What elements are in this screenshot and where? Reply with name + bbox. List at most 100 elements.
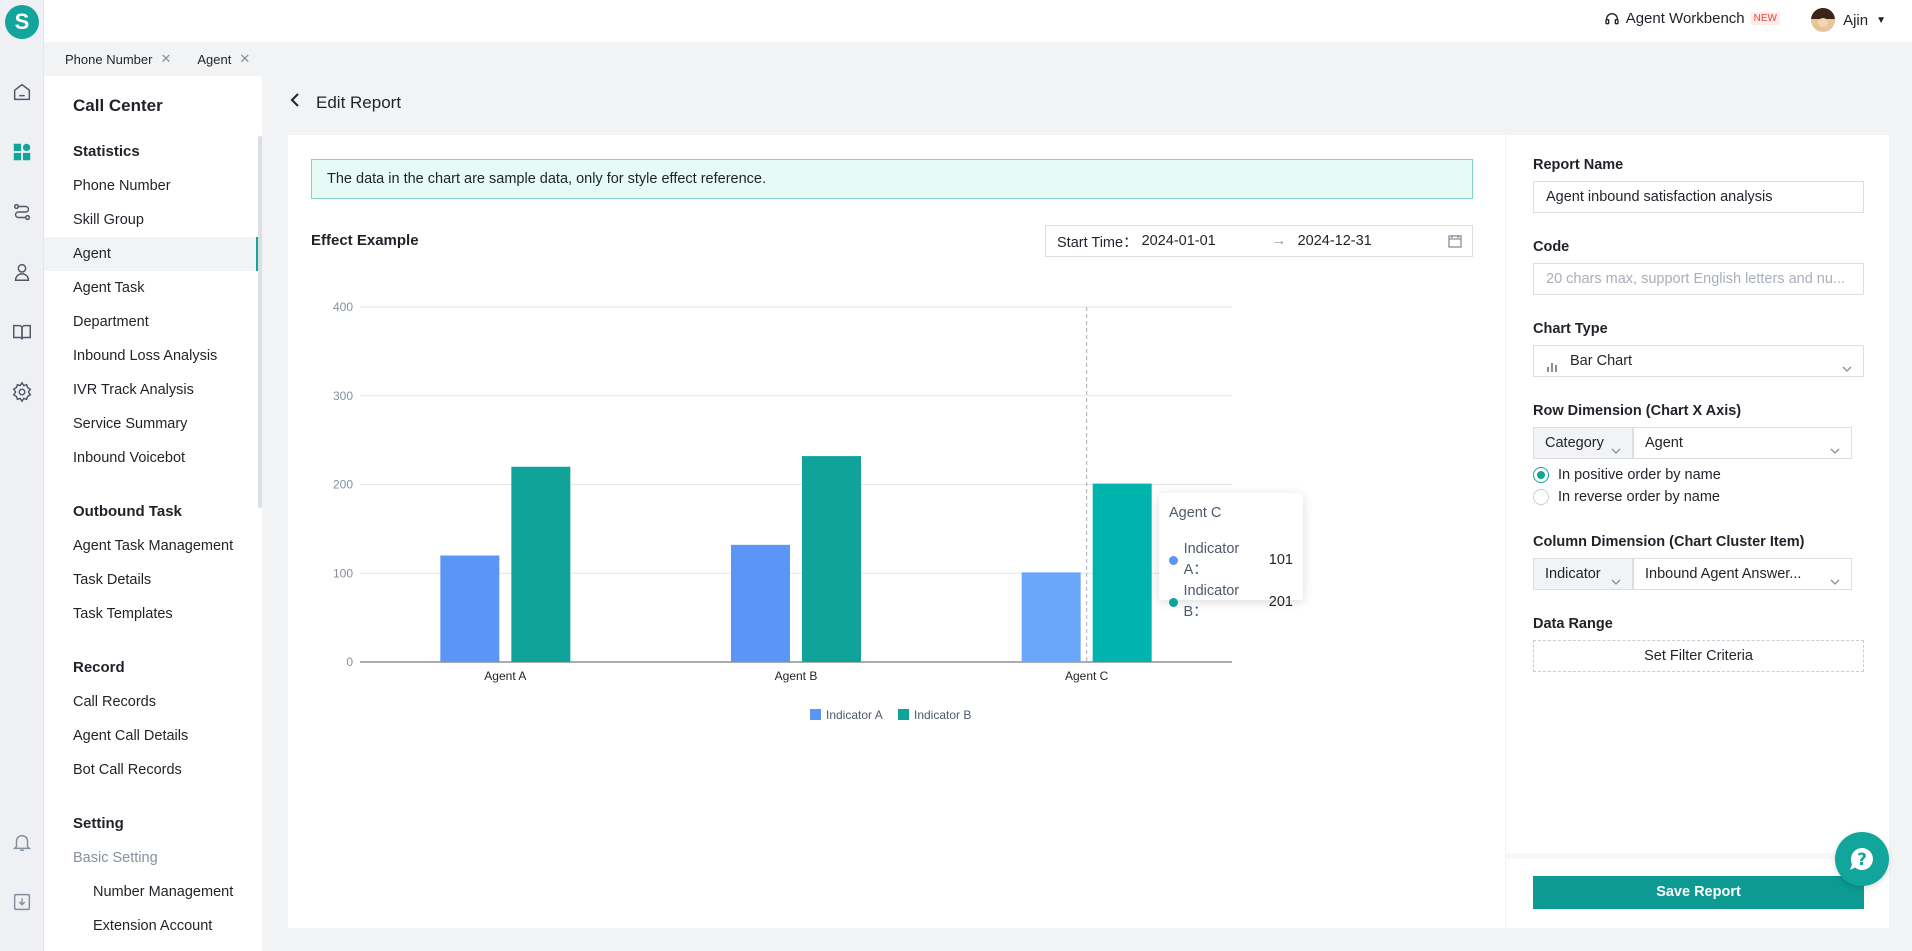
panel-divider — [1506, 853, 1889, 859]
chart-type-value: Bar Chart — [1570, 353, 1633, 369]
headset-icon — [1605, 12, 1619, 24]
column-dimension-type-select[interactable]: Indicator — [1533, 558, 1633, 590]
row-dimension-type-select[interactable]: Category — [1533, 427, 1633, 459]
sidebar-item-inbound-loss-analysis[interactable]: Inbound Loss Analysis — [73, 348, 218, 364]
new-badge: NEW — [1750, 12, 1780, 25]
sidebar-item-department[interactable]: Department — [73, 314, 149, 330]
chart-type-label: Chart Type — [1533, 321, 1608, 337]
svg-text:?: ? — [1857, 850, 1867, 870]
tab-agent[interactable]: Agent ✕ — [197, 51, 250, 67]
sidebar-item-number-management[interactable]: Number Management — [93, 884, 234, 900]
set-filter-criteria-button[interactable]: Set Filter Criteria — [1533, 640, 1864, 672]
bar-chart[interactable]: 0 100 200 300 400 Agent A Agent B Agent C Indica… — [288, 295, 1505, 855]
bar — [511, 466, 571, 662]
sidebar-item-bot-call-records[interactable]: Bot Call Records — [73, 762, 182, 778]
tooltip-title: Agent C — [1169, 505, 1222, 521]
code-input[interactable]: 20 chars max, support English letters an… — [1533, 263, 1864, 295]
agent-icon[interactable] — [10, 260, 34, 284]
radio-checked[interactable] — [1533, 467, 1549, 483]
bar-chart-icon — [1546, 354, 1558, 384]
start-date-input[interactable]: 2024-01-01 — [1141, 233, 1216, 249]
sidebar-item-phone-number[interactable]: Phone Number — [73, 178, 171, 194]
radio-label: In positive order by name — [1558, 467, 1721, 483]
row-dimension-value-select[interactable]: Agent — [1633, 427, 1852, 459]
sidebar-item-task-details[interactable]: Task Details — [73, 572, 152, 588]
tooltip-label: Indicator A： — [1183, 541, 1240, 578]
sidebar-title: Call Center — [73, 96, 163, 115]
row-dimension-label: Row Dimension (Chart X Axis) — [1533, 403, 1742, 419]
gear-icon[interactable] — [10, 380, 34, 404]
sidebar-item-agent-task-management[interactable]: Agent Task Management — [73, 538, 234, 554]
sidebar-scrollbar[interactable] — [258, 136, 262, 508]
user-menu[interactable]: Ajin ▼ — [1811, 8, 1886, 32]
bar — [731, 544, 790, 662]
sidebar-item-skill-group[interactable]: Skill Group — [73, 212, 144, 228]
y-tick-label: 200 — [333, 478, 353, 492]
save-report-button[interactable]: Save Report — [1533, 876, 1864, 909]
close-icon[interactable]: ✕ — [239, 51, 251, 66]
group-outbound-task: Outbound Task — [73, 503, 182, 520]
radio-unchecked[interactable] — [1533, 489, 1549, 505]
column-dimension-type: Indicator — [1545, 566, 1601, 582]
book-icon[interactable] — [10, 320, 34, 344]
home-icon[interactable] — [10, 80, 34, 104]
top-header: Agent Workbench NEW Ajin ▼ — [44, 0, 1912, 42]
user-name: Ajin — [1843, 11, 1869, 29]
sidebar-item-inbound-voicebot[interactable]: Inbound Voicebot — [73, 450, 186, 466]
caret-down-icon: ▼ — [1876, 14, 1886, 26]
report-config-panel: Report Name Agent inbound satisfaction a… — [1506, 135, 1889, 928]
y-tick-label: 0 — [346, 655, 353, 669]
x-tick-label: Agent C — [1065, 669, 1109, 683]
sidebar-item-extension-account[interactable]: Extension Account — [93, 918, 213, 934]
agent-workbench-link[interactable]: Agent Workbench NEW — [1604, 10, 1780, 27]
bar — [802, 456, 861, 662]
date-range-picker[interactable]: Start Time： 2024-01-01 → 2024-12-31 — [1045, 225, 1473, 257]
sidebar-item-agent-task[interactable]: Agent Task — [73, 280, 145, 296]
close-icon[interactable]: ✕ — [160, 51, 172, 66]
app-logo[interactable]: S — [5, 5, 39, 39]
group-record: Record — [73, 659, 125, 676]
chart-type-select[interactable]: Bar Chart — [1533, 345, 1864, 377]
series-dot — [1169, 597, 1178, 607]
back-arrow-icon[interactable] — [288, 92, 302, 113]
help-button[interactable]: ? — [1835, 832, 1889, 886]
group-statistics: Statistics — [73, 143, 140, 160]
tab-label: Agent — [197, 51, 232, 67]
sidebar-item-service-summary[interactable]: Service Summary — [73, 416, 188, 432]
order-reverse-radio[interactable]: In reverse order by name — [1533, 489, 1720, 505]
end-date-input[interactable]: 2024-12-31 — [1297, 233, 1372, 249]
chevron-down-icon — [1829, 568, 1841, 598]
column-dimension-value-select[interactable]: Inbound Agent Answer... — [1633, 558, 1852, 590]
tooltip-value: 201 — [1268, 593, 1293, 610]
x-tick-label: Agent B — [775, 669, 818, 683]
data-range-label: Data Range — [1533, 616, 1613, 632]
arrow-right-icon: → — [1271, 233, 1287, 249]
download-icon[interactable] — [10, 890, 34, 914]
route-icon[interactable] — [10, 200, 34, 224]
report-name-input[interactable]: Agent inbound satisfaction analysis — [1533, 181, 1864, 213]
dashboard-icon[interactable] — [10, 140, 34, 164]
effect-example-title: Effect Example — [311, 232, 419, 249]
column-dimension-label: Column Dimension (Chart Cluster Item) — [1533, 534, 1805, 550]
tooltip-row: Indicator B： 201 — [1169, 581, 1293, 623]
sidebar-item-ivr-track-analysis[interactable]: IVR Track Analysis — [73, 382, 194, 398]
tooltip-label: Indicator B： — [1183, 583, 1240, 620]
order-positive-radio[interactable]: In positive order by name — [1533, 467, 1721, 483]
sidebar-item-agent-call-details[interactable]: Agent Call Details — [73, 728, 189, 744]
row-dimension-value: Agent — [1645, 435, 1683, 451]
calendar-icon[interactable] — [1448, 234, 1462, 252]
page-title: Edit Report — [316, 92, 402, 112]
chevron-down-icon — [1610, 437, 1622, 467]
bell-icon[interactable] — [10, 830, 34, 854]
tab-phone-number[interactable]: Phone Number ✕ — [65, 51, 171, 67]
workbench-label: Agent Workbench — [1625, 10, 1745, 27]
start-time-label: Start Time： — [1057, 234, 1138, 251]
bar — [1021, 572, 1081, 662]
sidebar-item-agent[interactable]: Agent — [44, 237, 258, 271]
sidebar-item-task-templates[interactable]: Task Templates — [73, 606, 173, 622]
legend-label: Indicator A — [826, 708, 883, 722]
sidebar-item-call-records[interactable]: Call Records — [73, 694, 156, 710]
sidebar-item-basic-setting[interactable]: Basic Setting — [73, 850, 158, 866]
preview-card: The data in the chart are sample data, o… — [288, 135, 1505, 928]
x-tick-label: Agent A — [484, 669, 526, 683]
